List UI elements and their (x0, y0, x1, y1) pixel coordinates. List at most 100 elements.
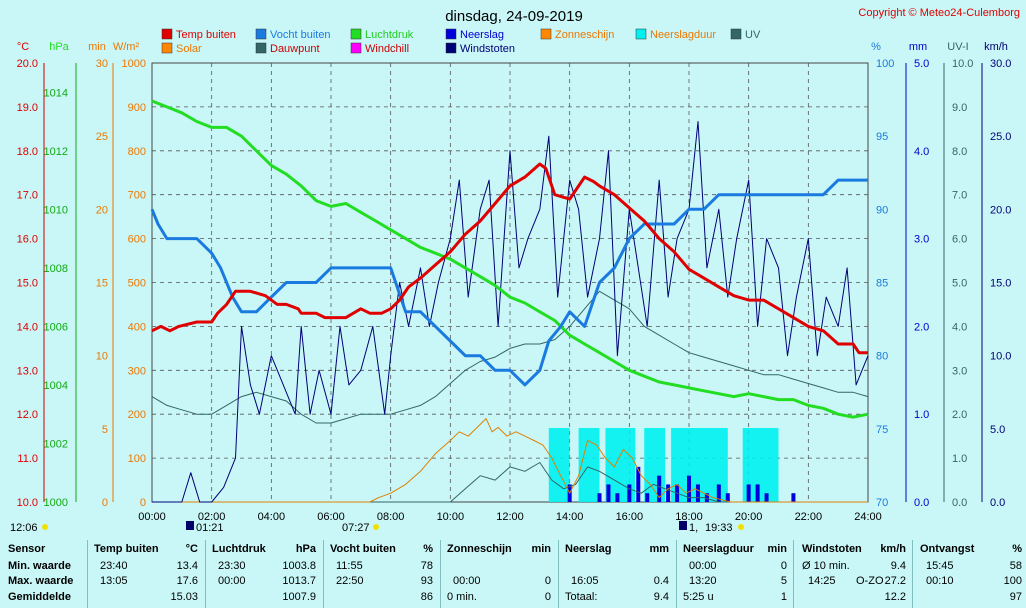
stats-temp-unit: °C (185, 543, 198, 555)
legend-swatch (635, 28, 647, 40)
wind-axis-tick: 5.0 (990, 424, 1005, 436)
stats-humidity-unit: % (423, 543, 433, 555)
legend-label: Neerslag (460, 29, 504, 41)
stats-emitted-min: 58 (1009, 560, 1022, 572)
stats-gust-avg: 12.2 (884, 591, 906, 603)
time-tick: 24:00 (854, 511, 882, 523)
stats-raindur-header: Neerslagduur (683, 543, 754, 555)
stats-pressure-avg: 1007.9 (282, 591, 316, 603)
time-tick: 18:00 (675, 511, 703, 523)
stats-sunshine-header: Zonneschijn (447, 543, 512, 555)
solar-axis-tick: 100 (128, 453, 146, 465)
humidity-axis-unit: % (871, 41, 881, 53)
stats-temp-min: 13.4 (176, 560, 198, 572)
stats-humidity-avg: 86 (420, 591, 433, 603)
stats-humidity-max-time: 22:50 (336, 575, 364, 587)
stats-rain-total: 9.4 (653, 591, 669, 603)
temp-axis-tick: 20.0 (17, 58, 38, 70)
stats-raindur-min-time: 00:00 (689, 560, 717, 572)
rain-axis-unit: mm (909, 41, 927, 53)
sunshine-axis-tick: 20 (96, 204, 108, 216)
stats-max-label: Max. waarde (8, 575, 74, 587)
sunshine-axis-tick: 15 (96, 278, 108, 290)
rain-bar (725, 493, 730, 502)
sunshine-axis-tick: 5 (102, 424, 108, 436)
stats-table: Sensor Min. waarde Max. waarde Gemiddeld… (0, 540, 1026, 608)
uv-axis-tick: 3.0 (952, 365, 967, 377)
temp-axis-tick: 13.0 (17, 365, 38, 377)
stats-gust-max-time: 14:25 (808, 575, 836, 587)
stats-raindur: Neerslagduur min 00:00 0 13:20 5 5:25 u … (683, 540, 789, 608)
wind-axis-unit: km/h (984, 41, 1008, 53)
uv-axis-tick: 9.0 (952, 102, 967, 114)
temp-axis-tick: 16.0 (17, 234, 38, 246)
stats-gust-avg10-label: Ø 10 min. (802, 560, 850, 572)
stats-emitted-avg: 97 (1009, 591, 1022, 603)
sunset-icon (738, 524, 744, 530)
temp-axis-tick: 15.0 (17, 278, 38, 290)
humidity-axis-tick: 75 (876, 424, 888, 436)
uv-line (152, 462, 868, 503)
legend-label: Temp buiten (176, 29, 236, 41)
rain-bar (746, 484, 751, 502)
legend-swatch (445, 42, 457, 54)
sunshine-axis-unit: min (88, 41, 106, 53)
stats-pressure-min: 1003.8 (282, 560, 316, 572)
dewpoint-line (151, 290, 869, 424)
stats-humidity-header: Vocht buiten (330, 543, 396, 555)
temp-axis-tick: 18.0 (17, 146, 38, 158)
humidity-axis-tick: 90 (876, 204, 888, 216)
stats-sensor: Sensor Min. waarde Max. waarde Gemiddeld… (8, 540, 88, 608)
stats-temp-min-time: 23:40 (100, 560, 128, 572)
time-tick: 20:00 (735, 511, 763, 523)
uv-axis-tick: 7.0 (952, 190, 967, 202)
stats-rain: Neerslag mm 16:05 0.4 Totaal: 9.4 (565, 540, 671, 608)
rain-axis-tick: 3.0 (914, 234, 929, 246)
stats-emitted: Ontvangst % 15:45 58 00:10 100 97 (920, 540, 1022, 608)
moon-icon (679, 521, 687, 530)
temp-axis-tick: 11.0 (17, 453, 38, 465)
legend-label: Vocht buiten (270, 29, 331, 41)
time-tick: 00:00 (138, 511, 166, 523)
legend-swatch (161, 28, 173, 40)
legend-swatch (445, 28, 457, 40)
solar-axis-tick: 1000 (122, 58, 146, 70)
legend-swatch (350, 42, 362, 54)
legend-label: Solar (176, 43, 202, 55)
stats-emitted-header: Ontvangst (920, 543, 975, 555)
rain-bar (755, 484, 760, 502)
rain-axis-tick: 2.0 (914, 321, 929, 333)
uv-axis-tick: 8.0 (952, 146, 967, 158)
rain-bar (791, 493, 796, 502)
rain-duration-bar (548, 428, 570, 502)
stats-sunshine-avg: 0 (544, 591, 551, 603)
temp-axis-tick: 19.0 (17, 102, 38, 114)
solar-axis-tick: 200 (128, 409, 146, 421)
rain-axis-tick: 0.0 (914, 497, 929, 509)
pressure-axis-tick: 1002 (44, 438, 68, 450)
stats-raindur-max-time: 13:20 (689, 575, 717, 587)
legend-label: Neerslagduur (650, 29, 716, 41)
stats-rain-unit: mm (649, 543, 669, 555)
stats-pressure-min-time: 23:30 (218, 560, 246, 572)
rain-duration-bar (578, 428, 600, 502)
stats-pressure-max-time: 00:00 (218, 575, 246, 587)
stats-humidity-min-time: 11:55 (336, 560, 363, 572)
pressure-axis-tick: 1010 (44, 204, 68, 216)
legend-label: Zonneschijn (555, 29, 614, 41)
temp-axis-tick: 10.0 (17, 497, 38, 509)
time-tick: 02:00 (198, 511, 226, 523)
solar-axis-tick: 300 (128, 365, 146, 377)
stats-temp-max-time: 13:05 (100, 575, 128, 587)
stats-gust-unit: km/h (880, 543, 906, 555)
pressure-axis-tick: 1008 (44, 263, 68, 275)
weather-chart: dinsdag, 24-09-2019 Copyright © Meteo24-C… (10, 7, 1020, 534)
uv-axis-tick: 4.0 (952, 321, 967, 333)
stats-raindur-max: 5 (780, 575, 787, 587)
pressure-axis-unit: hPa (49, 41, 69, 53)
temp-axis-tick: 17.0 (17, 190, 38, 202)
wind-axis-tick: 10.0 (990, 351, 1011, 363)
uv-axis-tick: 0.0 (952, 497, 967, 509)
legend-swatch (350, 28, 362, 40)
legend-label: Windstoten (460, 43, 515, 55)
